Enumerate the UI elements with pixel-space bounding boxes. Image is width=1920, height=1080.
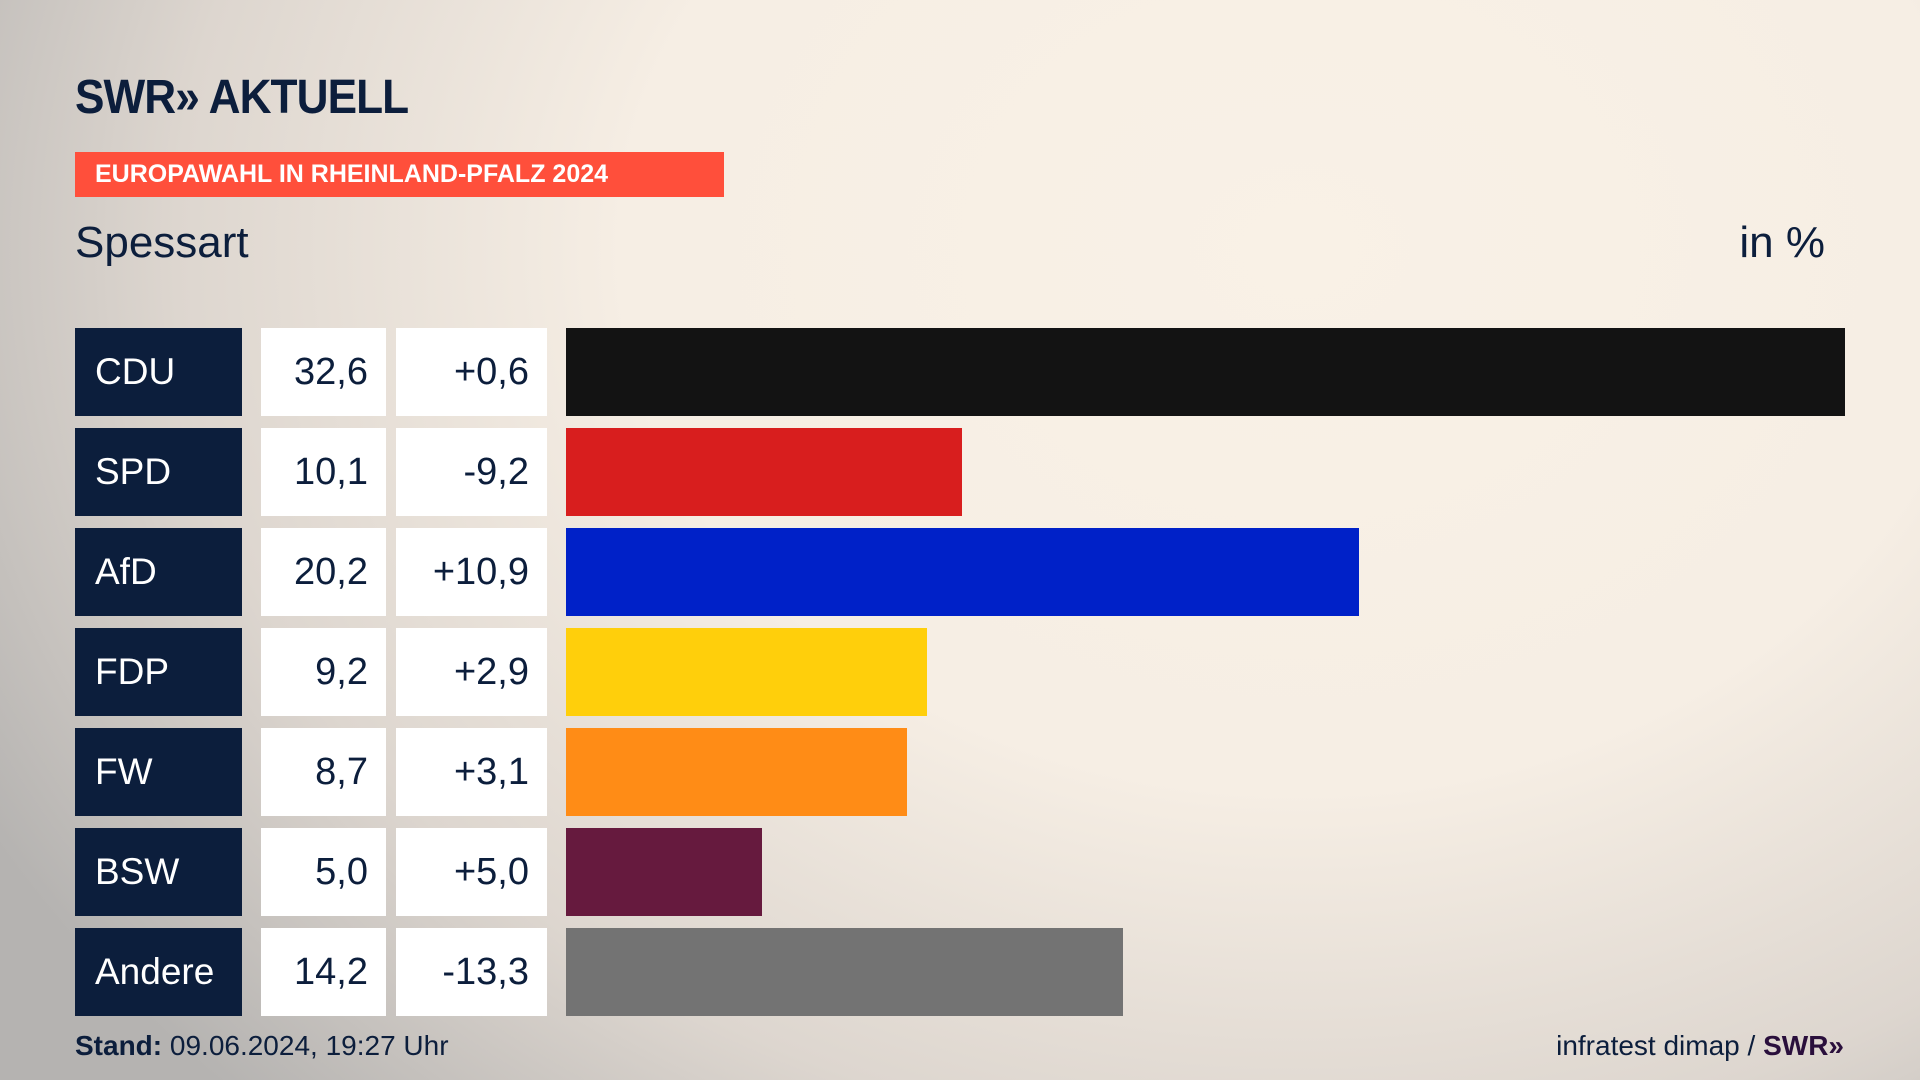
party-diff: -13,3 — [396, 928, 547, 1016]
stand-label: Stand: — [75, 1030, 163, 1061]
party-row: FW 8,7 +3,1 — [75, 728, 1875, 816]
unit-label: in % — [1739, 218, 1825, 267]
party-bar — [566, 828, 763, 916]
swr-aktuell-logo: SWR» AKTUELL — [75, 71, 409, 124]
party-name: FDP — [75, 628, 242, 716]
party-diff: +0,6 — [396, 328, 547, 416]
party-value: 20,2 — [261, 528, 386, 616]
swr-source-logo: SWR» — [1763, 1030, 1844, 1061]
source: infratest dimap / SWR» — [1556, 1030, 1844, 1062]
party-value: 5,0 — [261, 828, 386, 916]
party-name: Andere — [75, 928, 242, 1016]
party-row: Andere 14,2 -13,3 — [75, 928, 1875, 1016]
party-name: BSW — [75, 828, 242, 916]
stand-value: 09.06.2024, 19:27 Uhr — [169, 1030, 449, 1061]
party-value: 32,6 — [261, 328, 386, 416]
party-diff: +2,9 — [396, 628, 547, 716]
party-row: CDU 32,6 +0,6 — [75, 328, 1875, 416]
party-value: 8,7 — [261, 728, 386, 816]
party-value: 14,2 — [261, 928, 386, 1016]
party-diff: +5,0 — [396, 828, 547, 916]
party-bar — [566, 728, 908, 816]
party-row: BSW 5,0 +5,0 — [75, 828, 1875, 916]
party-bar — [566, 628, 927, 716]
party-diff: -9,2 — [396, 428, 547, 516]
party-row: FDP 9,2 +2,9 — [75, 628, 1875, 716]
party-value: 9,2 — [261, 628, 386, 716]
party-bar — [566, 328, 1845, 416]
party-name: AfD — [75, 528, 242, 616]
party-bar — [566, 928, 1124, 1016]
party-name: SPD — [75, 428, 242, 516]
party-name: CDU — [75, 328, 242, 416]
region-title: Spessart — [75, 218, 249, 267]
party-bar — [566, 428, 963, 516]
party-row: AfD 20,2 +10,9 — [75, 528, 1875, 616]
election-banner: EUROPAWAHL IN RHEINLAND-PFALZ 2024 — [75, 152, 724, 197]
party-diff: +10,9 — [396, 528, 547, 616]
party-row: SPD 10,1 -9,2 — [75, 428, 1875, 516]
party-value: 10,1 — [261, 428, 386, 516]
party-bar — [566, 528, 1359, 616]
source-text: infratest dimap / — [1556, 1030, 1764, 1061]
timestamp: Stand: 09.06.2024, 19:27 Uhr — [75, 1030, 449, 1062]
party-diff: +3,1 — [396, 728, 547, 816]
party-name: FW — [75, 728, 242, 816]
